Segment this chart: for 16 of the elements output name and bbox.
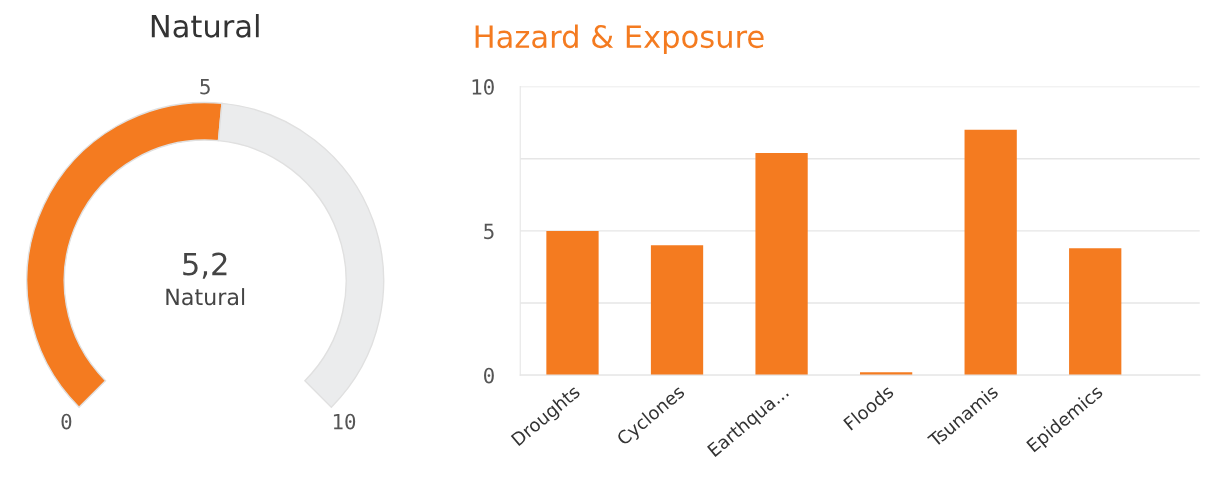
bar: [546, 230, 599, 376]
bar: [650, 245, 704, 376]
bar: [859, 372, 913, 376]
text: Natural: [166, 288, 245, 306]
chart-title: Hazard & Exposure: [475, 24, 764, 55]
y-tick-label: 0: [484, 367, 494, 384]
text: 0: [61, 413, 72, 430]
text: 10: [333, 413, 356, 430]
bar: [755, 152, 808, 376]
text: 5,2: [183, 252, 227, 279]
y-tick-label: 5: [484, 223, 494, 240]
text: 5: [200, 78, 210, 95]
bar: [964, 129, 1017, 376]
y-tick-label: 10: [472, 79, 494, 95]
chart-title: Natural: [151, 14, 259, 38]
bar: [1069, 248, 1122, 376]
